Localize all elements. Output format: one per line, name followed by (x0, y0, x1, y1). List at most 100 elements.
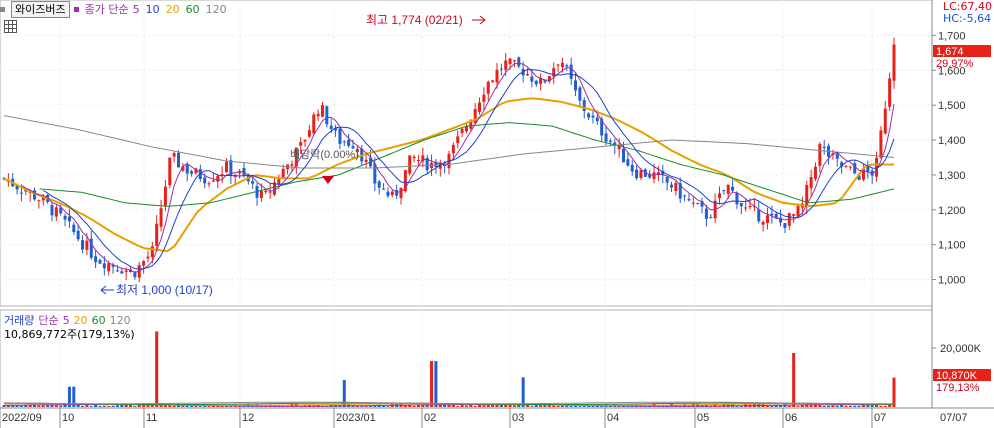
candle-body (717, 193, 721, 198)
volume-bar (76, 403, 80, 407)
price-tick-label: 1,000 (938, 275, 966, 287)
volume-bar (190, 405, 194, 407)
candle-body (735, 192, 739, 205)
candle-body (879, 130, 883, 158)
candle-body (604, 133, 608, 142)
grid-table-icon[interactable] (4, 20, 17, 33)
ma-10-label[interactable]: 10 (145, 2, 160, 16)
volume-ma-5[interactable]: 5 (62, 313, 70, 327)
volume-bar (360, 406, 364, 407)
candle-body (687, 198, 691, 201)
date-label: 10 (62, 412, 74, 424)
volume-ma-60[interactable]: 60 (91, 313, 106, 327)
volume-bar (888, 404, 892, 407)
candle-body (203, 177, 207, 184)
volume-bar (416, 404, 420, 407)
ma-line-10 (43, 69, 895, 270)
volume-bar (159, 404, 163, 407)
stock-name-button[interactable]: 와이즈버즈 (11, 0, 70, 18)
candle-body (813, 166, 817, 179)
candle-body (307, 130, 311, 137)
volume-bar (150, 404, 154, 407)
candle-body (792, 214, 796, 216)
candle-body (81, 240, 85, 250)
volume-bar (504, 404, 508, 407)
candle-body (238, 171, 242, 174)
candle-body (700, 201, 704, 207)
volume-bar (530, 406, 534, 407)
volume-bar (774, 404, 778, 407)
candle-body (102, 263, 106, 269)
candle-body (120, 271, 124, 274)
date-label: 04 (607, 412, 619, 424)
ma-20-label[interactable]: 20 (165, 2, 180, 16)
volume-bar (565, 405, 569, 407)
ma-60-label[interactable]: 60 (185, 2, 200, 16)
candle-body (290, 164, 294, 166)
candle-body (639, 170, 643, 178)
lc-value: LC:67,40 (942, 0, 992, 13)
candle-body (779, 217, 783, 223)
high-arrow-icon (472, 15, 486, 25)
price-tick-label: 1,400 (938, 135, 966, 147)
candle-body (726, 184, 730, 194)
volume-bar (129, 404, 133, 407)
candle-body (861, 168, 865, 180)
candle-body (539, 77, 543, 84)
horizontal-gridlines (0, 34, 932, 281)
candle-body (478, 102, 482, 112)
candle-body (338, 128, 342, 144)
candle-body (883, 108, 887, 134)
volume-bar (342, 380, 346, 407)
chart-header: 와이즈버즈 종가 단순 5 10 20 60 120 (0, 0, 229, 18)
ma-120-label[interactable]: 120 (205, 2, 227, 16)
ma-line-120 (3, 115, 895, 169)
candle-body (835, 153, 839, 159)
date-label: 06 (785, 412, 797, 424)
volume-bar (11, 404, 15, 407)
candle-body (168, 157, 172, 186)
candle-body (512, 60, 516, 62)
candle-body (185, 164, 189, 174)
candle-body (172, 153, 176, 157)
candle-body (704, 208, 708, 219)
candle-body (37, 200, 41, 202)
candle-body (626, 159, 630, 166)
candle-body (72, 224, 76, 233)
candle-body (190, 171, 194, 174)
candle-body (582, 100, 586, 112)
candle-body (765, 215, 769, 223)
volume-bar (386, 406, 390, 407)
last-price-value: 1,674 (936, 46, 964, 58)
candle-body (364, 159, 368, 162)
volume-bar (539, 405, 543, 407)
candle-body (294, 147, 298, 167)
volume-ma-120[interactable]: 120 (109, 313, 131, 327)
last-volume-box (933, 369, 991, 381)
ma-line-20 (3, 97, 894, 253)
candle-body (613, 142, 617, 146)
candle-body (691, 202, 695, 204)
candle-body (574, 80, 578, 91)
volume-bar (364, 405, 368, 407)
volume-bar (430, 361, 434, 407)
candle-body (50, 205, 54, 216)
volume-bar (6, 405, 10, 407)
ma-5-label[interactable]: 5 (132, 2, 140, 16)
candle-body (796, 206, 800, 217)
event-marker-icon (322, 176, 334, 184)
candle-body (181, 166, 185, 171)
candle-body (670, 184, 673, 188)
volume-ma-20[interactable]: 20 (73, 313, 88, 327)
volume-bar (765, 405, 769, 407)
candle-body (809, 177, 813, 189)
volume-bar (569, 405, 573, 407)
volume-bar (111, 405, 115, 407)
candle-body (848, 166, 852, 168)
candle-body (395, 190, 399, 196)
candle-body (438, 162, 442, 169)
candle-body (421, 155, 425, 162)
volume-bar (508, 403, 512, 407)
volume-bar (892, 377, 896, 407)
candle-body (731, 186, 735, 191)
